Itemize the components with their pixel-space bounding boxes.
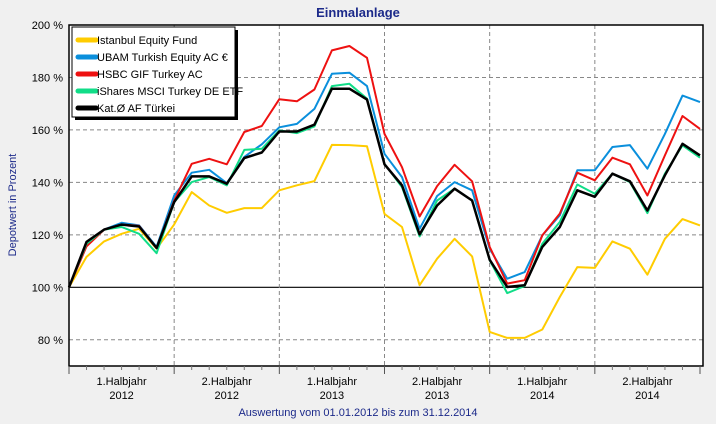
y-tick-label: 180 % xyxy=(32,72,63,84)
legend-label: Istanbul Equity Fund xyxy=(97,35,197,47)
x-tick-label-year: 2014 xyxy=(635,390,659,402)
series-line-0 xyxy=(68,143,701,339)
y-tick-label: 100 % xyxy=(32,282,63,294)
x-tick-label: 2.Halbjahr xyxy=(202,376,252,388)
x-tick-label: 1.Halbjahr xyxy=(307,376,357,388)
x-tick-label: 2.Halbjahr xyxy=(622,376,672,388)
y-tick-label: 160 % xyxy=(32,125,63,137)
legend-label: HSBC GIF Turkey AC xyxy=(97,69,203,81)
series-line-4 xyxy=(67,87,701,289)
legend-label: UBAM Turkish Equity AC € xyxy=(97,52,228,64)
x-tick-label-year: 2013 xyxy=(425,390,449,402)
legend-box xyxy=(71,26,236,118)
y-axis-label: Depotwert in Prozent xyxy=(7,154,19,257)
x-tick-label-year: 2012 xyxy=(109,390,133,402)
x-tick-label-year: 2014 xyxy=(530,390,554,402)
series-line-1 xyxy=(68,71,701,288)
x-tick-label-year: 2012 xyxy=(215,390,239,402)
x-tick-label: 2.Halbjahr xyxy=(412,376,462,388)
chart-title: Einmalanlage xyxy=(316,5,400,20)
y-tick-label: 120 % xyxy=(32,230,63,242)
x-tick-label-year: 2013 xyxy=(320,390,344,402)
y-tick-label: 80 % xyxy=(38,335,63,347)
x-tick-label: 1.Halbjahr xyxy=(97,376,147,388)
y-tick-label: 200 % xyxy=(32,20,63,32)
y-tick-label: 140 % xyxy=(32,177,63,189)
legend-label: Kat.Ø AF Türkei xyxy=(97,103,175,115)
x-tick-label: 1.Halbjahr xyxy=(517,376,567,388)
x-axis-label: Auswertung vom 01.01.2012 bis zum 31.12.… xyxy=(238,407,477,419)
legend-label: iShares MSCI Turkey DE ETF xyxy=(97,86,243,98)
plot-border xyxy=(68,24,704,367)
